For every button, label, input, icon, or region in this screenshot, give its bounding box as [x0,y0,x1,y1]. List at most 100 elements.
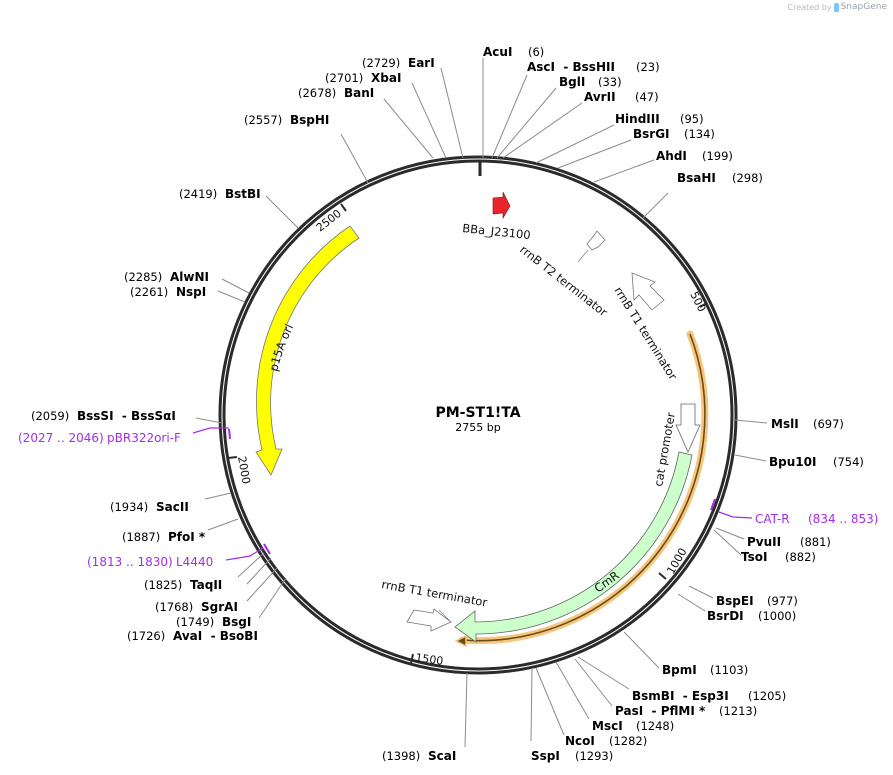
svg-text:AvrII: AvrII [584,90,616,104]
orf-arc [454,330,709,648]
enzyme-avai-bsobi[interactable]: (1726) AvaI - BsoBI [127,629,258,643]
enzyme-avrii[interactable]: AvrII (47) [584,90,659,104]
snapgene-logo-icon [833,2,839,12]
feature-rrnb-t1-terminator-a[interactable]: rrnB T1 terminator [611,272,680,383]
svg-text:SgrAI: SgrAI [201,600,238,614]
feature-rrnb-t2-terminator[interactable]: rrnB T2 terminator [517,230,610,319]
svg-text:HindIII: HindIII [615,112,660,126]
svg-text:MscI: MscI [592,719,623,733]
enzyme-eari[interactable]: (2729) EarI [362,56,435,70]
svg-text:AscI - BssHII: AscI - BssHII [527,60,615,74]
svg-text:BanI: BanI [344,86,374,100]
svg-text:(2419): (2419) [179,187,217,201]
svg-text:BpmI: BpmI [662,663,697,677]
enzyme-xbai[interactable]: (2701) XbaI [325,71,401,85]
enzyme-bani[interactable]: (2678) BanI [298,86,374,100]
svg-text:BsrGI: BsrGI [633,127,670,141]
enzyme-pasi-pflmi[interactable]: PasI - PflMI * (1213) [615,704,757,718]
svg-text:(1768): (1768) [155,600,193,614]
enzyme-bsphi[interactable]: (2557) BspHI [244,113,329,127]
svg-text:AvaI - BsoBI: AvaI - BsoBI [173,629,258,643]
tick-label-2000: 2000 [235,455,253,485]
enzyme-ncoi[interactable]: NcoI (1282) [565,734,647,748]
enzyme-scai[interactable]: (1398) ScaI [382,749,456,763]
svg-text:(882): (882) [785,550,816,564]
svg-text:(2285): (2285) [124,270,162,284]
svg-text:TaqII: TaqII [190,578,222,592]
svg-text:BsmBI - Esp3I: BsmBI - Esp3I [632,689,729,703]
primer-name: CAT-R [755,512,790,526]
enzyme-bsssi-bsssai[interactable]: (2059) BssSI - BssSαI [31,409,176,423]
primer-l4440[interactable]: (1813 .. 1830) L4440 [87,543,271,569]
enzyme-bstbi[interactable]: (2419) BstBI [179,187,261,201]
enzyme-nspi[interactable]: (2261) NspI [130,285,206,299]
enzyme-bspei[interactable]: BspEI (977) [716,594,798,608]
svg-text:(2729): (2729) [362,56,400,70]
tick-marks [227,203,708,664]
svg-text:(1825): (1825) [144,578,182,592]
enzyme-taqii[interactable]: (1825) TaqII [144,578,222,592]
enzyme-asci-bsshii[interactable]: AscI - BssHII (23) [527,60,660,74]
svg-text:SspI: SspI [531,749,560,763]
enzyme-bpu10i[interactable]: Bpu10I (754) [769,455,864,469]
svg-text:(1103): (1103) [710,663,748,677]
enzyme-pvuii[interactable]: PvuII (881) [747,535,831,549]
enzyme-hindiii[interactable]: HindIII (95) [615,112,704,126]
plasmid-name: PM-ST1!TA [435,405,520,421]
enzyme-msli[interactable]: MslI (697) [771,417,844,431]
svg-text:(754): (754) [833,455,864,469]
svg-text:PasI - PflMI *: PasI - PflMI * [615,704,706,718]
svg-text:NspI: NspI [176,285,206,299]
svg-text:EarI: EarI [408,56,435,70]
enzyme-leaders [195,58,768,748]
enzyme-sspi[interactable]: SspI (1293) [531,749,613,763]
svg-text:(23): (23) [636,60,660,74]
svg-text:BsgI: BsgI [222,615,251,629]
svg-text:BsrDI: BsrDI [707,609,744,623]
enzyme-sgrai[interactable]: (1768) SgrAI [155,600,238,614]
feature-label-bba-j23100: BBa_J23100 [462,221,532,242]
enzyme-bsrgi[interactable]: BsrGI (134) [633,127,715,141]
enzyme-pfoi[interactable]: (1887) PfoI * [122,530,206,544]
svg-text:BspHI: BspHI [290,113,329,127]
svg-text:(33): (33) [598,75,622,89]
credit-prefix: Created by [787,2,832,12]
enzyme-bsahi[interactable]: BsaHI (298) [677,171,763,185]
svg-text:(1248): (1248) [636,719,674,733]
enzyme-alwni[interactable]: (2285) AlwNI [124,270,209,284]
primer-cat-r[interactable]: CAT-R (834 .. 853) [710,498,878,526]
primer-name: pBR322ori-F [107,431,181,445]
enzyme-bpmi[interactable]: BpmI (1103) [662,663,748,677]
svg-text:AcuI: AcuI [483,45,512,59]
svg-text:(1749): (1749) [176,615,214,629]
svg-text:(47): (47) [635,90,659,104]
svg-text:(1213): (1213) [719,704,757,718]
enzyme-ahdi[interactable]: AhdI (199) [656,149,733,163]
svg-text:XbaI: XbaI [371,71,401,85]
primer-pbr322ori-f[interactable]: (2027 .. 2046) pBR322ori-F [18,427,231,445]
svg-text:(1293): (1293) [575,749,613,763]
svg-text:AlwNI: AlwNI [170,270,209,284]
enzyme-msci[interactable]: MscI (1248) [592,719,674,733]
enzyme-tsoi[interactable]: TsoI (882) [741,550,816,564]
plasmid-length: 2755 bp [455,421,500,434]
feature-bba-j23100[interactable]: BBa_J23100 [462,191,532,242]
enzyme-bgli[interactable]: BglI (33) [559,75,622,89]
enzyme-bsmbi-esp3i[interactable]: BsmBI - Esp3I (1205) [632,689,786,703]
svg-text:(1726): (1726) [127,629,165,643]
svg-text:(1205): (1205) [748,689,786,703]
enzyme-sacii[interactable]: (1934) SacII [110,500,189,514]
enzyme-bsrdi[interactable]: BsrDI (1000) [707,609,796,623]
svg-text:BstBI: BstBI [225,187,261,201]
enzyme-acui[interactable]: AcuI (6) [483,45,544,59]
svg-text:(1000): (1000) [758,609,796,623]
feature-cmr[interactable]: CmR [454,451,693,643]
feature-p15a-ori[interactable]: p15A ori [255,225,360,476]
tick-label-1500: 1500 [415,651,445,668]
svg-text:(298): (298) [732,171,763,185]
enzyme-bsgi[interactable]: (1749) BsgI [176,615,251,629]
primer-range: (834 .. 853) [808,512,878,526]
svg-text:(881): (881) [800,535,831,549]
svg-text:(199): (199) [702,149,733,163]
